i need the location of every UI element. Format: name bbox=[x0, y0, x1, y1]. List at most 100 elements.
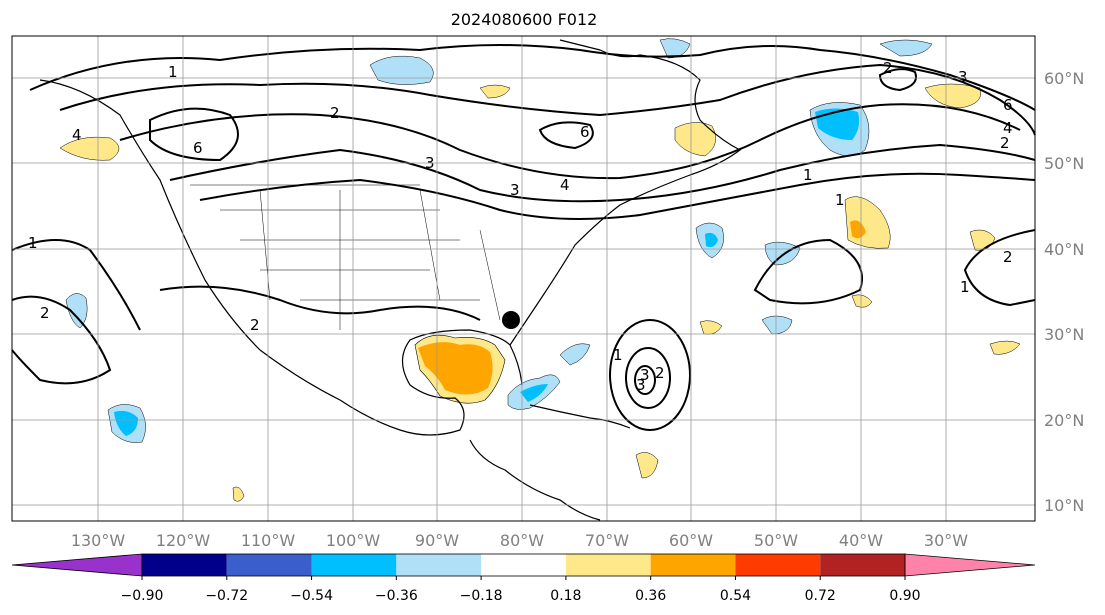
colorbar-tick-label: 0.36 bbox=[635, 588, 666, 604]
contour-line-3 bbox=[119, 103, 1021, 180]
contour-label: 4 bbox=[72, 126, 82, 144]
contour-label: 1 bbox=[168, 63, 178, 81]
colorbar-tick-label: −0.36 bbox=[375, 588, 418, 604]
lat-label: 10°N bbox=[1044, 496, 1084, 515]
latitude-labels: 60°N 50°N 40°N 30°N 20°N 10°N bbox=[1044, 69, 1084, 515]
contour-cyclone-inner bbox=[634, 365, 656, 395]
colorbar-tick-label: −0.54 bbox=[290, 588, 333, 604]
atlantic-positive-1-core bbox=[850, 220, 866, 239]
map-title: 2024080600 F012 bbox=[451, 10, 598, 29]
colorbar-swatch bbox=[311, 554, 397, 576]
lon-label: 110°W bbox=[241, 531, 296, 550]
lat-label: 40°N bbox=[1044, 240, 1084, 259]
contour-small-closed-1 bbox=[878, 68, 917, 92]
colorbar-tick-label: −0.18 bbox=[460, 588, 503, 604]
contour-label: 2 bbox=[1003, 248, 1013, 266]
contour-label: 3 bbox=[958, 68, 968, 86]
atlantic-negative-core bbox=[815, 108, 860, 140]
lon-label: 50°W bbox=[754, 531, 798, 550]
colorbar-swatch bbox=[226, 554, 312, 576]
contour-line-7 bbox=[11, 295, 112, 385]
lon-label: 70°W bbox=[585, 531, 629, 550]
lon-label: 120°W bbox=[156, 531, 211, 550]
contour-line-1 bbox=[29, 44, 1036, 111]
contour-line-4 bbox=[169, 143, 1036, 203]
contour-line-2 bbox=[59, 63, 1036, 136]
storm-center-marker bbox=[502, 311, 520, 329]
contour-cyclone-outer bbox=[609, 319, 691, 431]
pacific-positive-2 bbox=[232, 486, 245, 502]
contour-label: 6 bbox=[1003, 96, 1013, 114]
contour-label: 1 bbox=[835, 191, 845, 209]
contour-cyclone-mid bbox=[625, 347, 671, 409]
atlantic-negative-4 bbox=[761, 315, 793, 335]
florida-negative-core bbox=[520, 384, 548, 402]
colorbar-tick-label: 0.18 bbox=[550, 588, 581, 604]
contour-label: 2 bbox=[883, 59, 893, 77]
contour-small-closed-3 bbox=[149, 107, 239, 162]
contour-label: 2 bbox=[330, 104, 340, 122]
contour-label: 1 bbox=[28, 234, 38, 252]
contour-line-6 bbox=[11, 239, 141, 331]
colorbar-swatch bbox=[820, 554, 905, 576]
lon-label: 60°W bbox=[669, 531, 713, 550]
contour-small-closed-2 bbox=[538, 121, 594, 150]
contour-label: 2 bbox=[655, 364, 665, 382]
map-panel: 1 4 6 2 3 3 4 6 3 2 1 1 2 6 4 2 1 2 1 2 … bbox=[11, 35, 1036, 522]
colorbar-swatch bbox=[565, 554, 651, 576]
colorbar-swatch bbox=[735, 554, 821, 576]
colorbar-swatch bbox=[142, 554, 227, 576]
contour-label: 1 bbox=[960, 278, 970, 296]
contour-label: 1 bbox=[803, 166, 813, 184]
contour-line-5 bbox=[199, 172, 1036, 220]
lat-label: 60°N bbox=[1044, 69, 1084, 88]
lon-label: 40°W bbox=[839, 531, 883, 550]
colorbar-swatch bbox=[650, 554, 736, 576]
contour-label: 2 bbox=[1000, 134, 1010, 152]
lat-label: 20°N bbox=[1044, 411, 1084, 430]
longitude-labels: 130°W 120°W 110°W 100°W 90°W 80°W 70°W 6… bbox=[71, 531, 968, 550]
lon-label: 130°W bbox=[71, 531, 126, 550]
colorbar-tick-label: −0.90 bbox=[121, 588, 164, 604]
bahamas-negative bbox=[559, 343, 591, 366]
contour-line-8 bbox=[159, 285, 481, 321]
contour-label: 3 bbox=[510, 181, 520, 199]
anomaly-shading bbox=[59, 38, 1021, 502]
atlantic-negative-2-core bbox=[705, 232, 718, 248]
map-border bbox=[11, 35, 1036, 522]
caribbean-islands bbox=[529, 404, 631, 429]
colorbar-tick-label: 0.90 bbox=[889, 588, 920, 604]
colorbar: −0.90 −0.72 −0.54 −0.36 −0.18 0.18 0.36 0.54 0.7… bbox=[11, 553, 1036, 604]
gridlines bbox=[12, 36, 1035, 521]
canada-positive bbox=[479, 84, 511, 99]
contour-label: 4 bbox=[560, 176, 570, 194]
canada-negative bbox=[369, 55, 434, 85]
colorbar-tick-labels: −0.90 −0.72 −0.54 −0.36 −0.18 0.18 0.36 0.54 0.7… bbox=[121, 576, 921, 604]
contour-east-closed bbox=[963, 229, 1036, 307]
contour-label: 6 bbox=[193, 139, 203, 157]
contour-atlantic-closed bbox=[753, 238, 863, 305]
colorbar-tick-label: 0.72 bbox=[805, 588, 836, 604]
contours bbox=[11, 44, 1036, 431]
lon-label: 30°W bbox=[924, 531, 968, 550]
pacific-negative-core bbox=[114, 410, 138, 436]
contour-label: 3 bbox=[640, 366, 650, 384]
coastlines bbox=[39, 39, 742, 521]
contour-label: 2 bbox=[40, 304, 50, 322]
contour-label: 1 bbox=[613, 346, 623, 364]
central-america-coast bbox=[469, 439, 601, 521]
north-america-coast bbox=[39, 39, 742, 436]
colorbar-tick-label: 0.54 bbox=[720, 588, 751, 604]
colorbar-extend-low bbox=[11, 553, 143, 577]
atlantic-positive-5 bbox=[851, 294, 873, 308]
caribbean-positive bbox=[635, 452, 659, 479]
colorbar-swatches bbox=[11, 553, 1036, 577]
contour-label: 6 bbox=[580, 123, 590, 141]
atlantic-positive-2 bbox=[924, 83, 982, 109]
florida-coast bbox=[509, 344, 523, 386]
pacific-negative-small bbox=[65, 293, 88, 329]
lon-label: 80°W bbox=[500, 531, 544, 550]
lat-label: 50°N bbox=[1044, 154, 1084, 173]
colorbar-swatch bbox=[481, 554, 566, 576]
colorbar-swatch bbox=[396, 554, 482, 576]
